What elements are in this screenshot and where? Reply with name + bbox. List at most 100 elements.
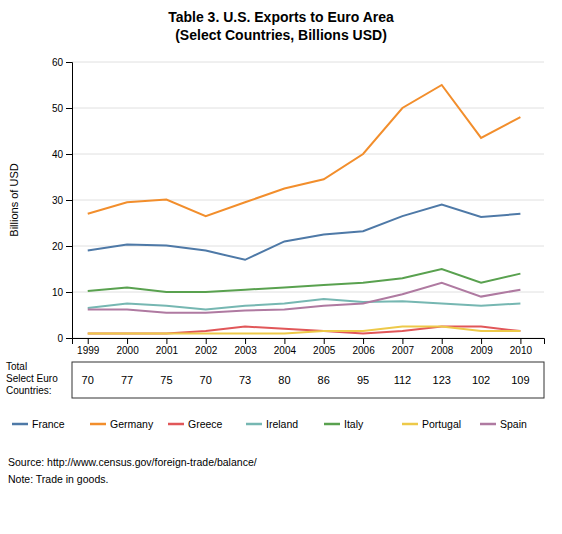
y-tick-label: 30 (52, 195, 64, 206)
legend-item: Greece (168, 418, 223, 430)
x-tick: 2004 (274, 338, 297, 356)
x-tick: 1999 (77, 338, 100, 356)
x-tick-label: 2009 (470, 345, 493, 356)
y-tick-mark (66, 246, 72, 247)
series-line (88, 85, 521, 216)
x-tick-mark (520, 338, 521, 344)
total-value: 112 (394, 374, 412, 386)
y-tick-label: 60 (52, 57, 64, 68)
legend-label: Greece (188, 418, 223, 430)
grid-line (72, 108, 544, 109)
y-tick-mark (66, 62, 72, 63)
x-tick-mark (363, 338, 364, 344)
y-axis-title: Billions of USD (8, 163, 20, 236)
total-value: 70 (200, 374, 212, 386)
x-tick-mark (324, 338, 325, 344)
x-tick-label: 2001 (156, 345, 179, 356)
legend-item: Germany (90, 418, 154, 430)
x-tick: 2003 (234, 338, 257, 356)
total-value: 75 (160, 374, 172, 386)
totals-label-line: Countries: (6, 385, 52, 396)
x-tick: 2006 (352, 338, 375, 356)
total-value: 95 (357, 374, 369, 386)
x-tick-mark (88, 338, 89, 344)
legend-item: Ireland (246, 418, 298, 430)
totals-box (72, 362, 544, 398)
x-tick-label: 2000 (116, 345, 139, 356)
lines (88, 85, 521, 333)
x-axis-line (73, 339, 545, 345)
y-tick: 20 (52, 241, 72, 252)
x-tick: 2001 (156, 338, 179, 356)
y-tick-mark (66, 292, 72, 293)
chart: Table 3. U.S. Exports to Euro Area(Selec… (0, 0, 562, 534)
total-value: 80 (278, 374, 290, 386)
y-tick-mark (66, 200, 72, 201)
x-tick-mark (245, 338, 246, 344)
grid-line (72, 154, 544, 155)
y-tick-label: 10 (52, 287, 64, 298)
legend-swatch (168, 423, 184, 426)
grid-line (72, 62, 544, 63)
grid-line (72, 292, 544, 293)
legend-label: Italy (344, 418, 364, 430)
total-value: 123 (433, 374, 451, 386)
x-tick-label: 2005 (313, 345, 336, 356)
y-tick: 50 (52, 103, 72, 114)
y-tick: 60 (52, 57, 72, 68)
series-line (88, 283, 521, 313)
legend-swatch (480, 423, 496, 426)
x-tick-mark (206, 338, 207, 344)
x-tick-mark (442, 338, 443, 344)
total-value: 77 (121, 374, 133, 386)
grid (72, 62, 544, 338)
x-tick: 2008 (431, 338, 454, 356)
x-tick-label: 2010 (510, 345, 533, 356)
total-value: 70 (82, 374, 94, 386)
y-tick: 40 (52, 149, 72, 160)
x-tick: 2007 (392, 338, 415, 356)
y-tick-label: 40 (52, 149, 64, 160)
x-tick-label: 2007 (392, 345, 415, 356)
x-tick-mark (166, 338, 167, 344)
total-value: 73 (239, 374, 251, 386)
total-value: 102 (472, 374, 490, 386)
legend: France Germany Greece Ireland Italy Portugal S… (12, 418, 527, 430)
x-tick-mark (284, 338, 285, 344)
x-tick-label: 2004 (274, 345, 297, 356)
legend-item: Italy (324, 418, 364, 430)
legend-label: Spain (500, 418, 527, 430)
y-tick: 0 (57, 333, 72, 344)
x-axis: 1999 2000 2001 2002 2003 2004 2005 2006 2007 2008… (73, 338, 545, 356)
y-tick-mark (66, 338, 72, 339)
legend-item: Portugal (402, 418, 461, 430)
totals-label-line: Total (6, 361, 27, 372)
totals-label: TotalSelect EuroCountries: (6, 361, 58, 396)
y-axis: 0 10 20 30 40 50 60 (52, 57, 73, 344)
x-tick-label: 2002 (195, 345, 218, 356)
legend-swatch (12, 423, 28, 426)
x-tick: 2002 (195, 338, 218, 356)
totals-label-line: Select Euro (6, 373, 58, 384)
legend-swatch (402, 423, 418, 426)
title-line: (Select Countries, Billions USD) (175, 27, 387, 43)
x-tick: 2005 (313, 338, 336, 356)
x-tick-label: 1999 (77, 345, 100, 356)
x-tick-mark (402, 338, 403, 344)
totals: TotalSelect EuroCountries:70777570738086… (6, 361, 544, 398)
x-tick-mark (481, 338, 482, 344)
legend-item: France (12, 418, 65, 430)
x-tick: 2000 (116, 338, 139, 356)
y-tick: 10 (52, 287, 72, 298)
y-tick-mark (66, 108, 72, 109)
y-tick: 30 (52, 195, 72, 206)
y-tick-mark (66, 154, 72, 155)
legend-swatch (324, 423, 340, 426)
legend-label: Ireland (266, 418, 298, 430)
legend-swatch (90, 423, 106, 426)
series-line (88, 327, 521, 334)
y-axis-line (66, 63, 73, 339)
legend-swatch (246, 423, 262, 426)
x-tick: 2009 (470, 338, 493, 356)
annotations: Source: http://www.census.gov/foreign-tr… (8, 456, 257, 485)
